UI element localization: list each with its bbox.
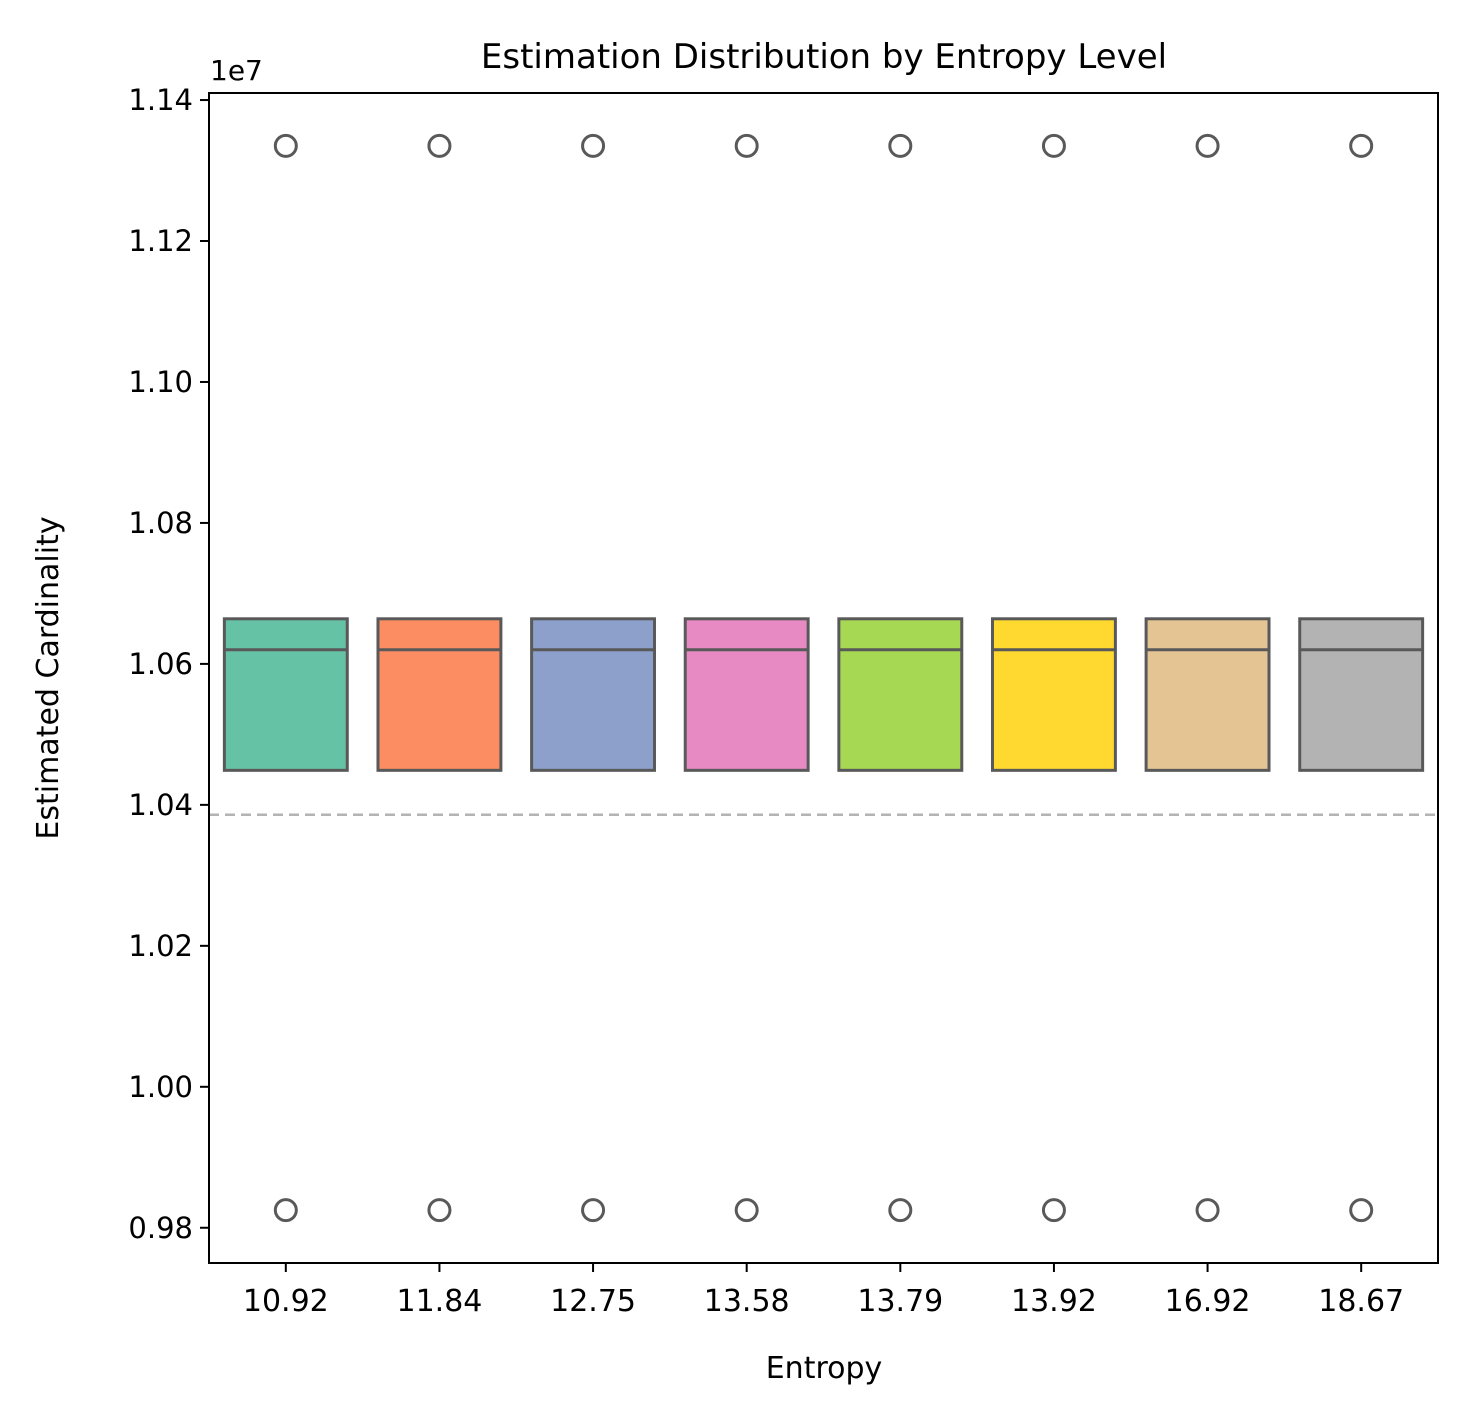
y-axis-label: Estimated Cardinality xyxy=(31,516,66,839)
x-tick-label: 18.67 xyxy=(1318,1284,1404,1319)
outlier-point xyxy=(1195,1198,1220,1223)
x-tick-label: 13.79 xyxy=(857,1284,943,1319)
box-body xyxy=(222,617,349,772)
outlier-point xyxy=(1041,133,1066,158)
box-12.75 xyxy=(530,617,657,772)
outlier-point xyxy=(273,1198,298,1223)
x-tick-label: 11.84 xyxy=(396,1284,482,1319)
box-body xyxy=(530,617,657,772)
chart-title: Estimation Distribution by Entropy Level xyxy=(481,37,1167,77)
outlier-point xyxy=(581,1198,606,1223)
box-body xyxy=(990,617,1117,772)
outlier-point xyxy=(273,133,298,158)
x-tick-label: 13.58 xyxy=(704,1284,790,1319)
outlier-point xyxy=(888,1198,913,1223)
y-axis-scale-label: 1e7 xyxy=(210,54,263,87)
outlier-point xyxy=(1041,1198,1066,1223)
y-tick-label: 1.02 xyxy=(128,929,193,963)
box-11.84 xyxy=(376,617,503,772)
box-body xyxy=(376,617,503,772)
y-axis: 0.98 1.00 1.02 1.04 1.06 1.08 1.10 1.12 1.14 xyxy=(128,83,209,1245)
box-body xyxy=(683,617,810,772)
y-tick-label: 1.04 xyxy=(128,788,193,822)
box-10.92 xyxy=(222,617,349,772)
x-tick-label: 16.92 xyxy=(1165,1284,1251,1319)
y-tick-label: 1.12 xyxy=(128,224,193,258)
y-tick-label: 1.14 xyxy=(128,83,193,117)
box-13.58 xyxy=(683,617,810,772)
plot-area-frame xyxy=(208,92,1439,1264)
box-16.92 xyxy=(1144,617,1271,772)
x-tick-label: 12.75 xyxy=(550,1284,636,1319)
y-tick-label: 1.10 xyxy=(128,365,193,399)
box-13.92 xyxy=(990,617,1117,772)
y-tick-label: 1.08 xyxy=(128,506,193,540)
x-tick-label: 10.92 xyxy=(243,1284,329,1319)
outlier-point xyxy=(1349,1198,1374,1223)
boxes-layer xyxy=(222,617,1425,772)
x-tick-label: 13.92 xyxy=(1011,1284,1097,1319)
box-body xyxy=(1298,617,1425,772)
outlier-point xyxy=(734,1198,759,1223)
outlier-point xyxy=(888,133,913,158)
outliers-layer xyxy=(273,133,1374,1223)
y-tick-label: 0.98 xyxy=(128,1211,193,1245)
box-18.67 xyxy=(1298,617,1425,772)
y-tick-label: 1.06 xyxy=(128,647,193,681)
outlier-point xyxy=(581,133,606,158)
x-axis: 10.92 11.84 12.75 13.58 13.79 13.92 16.92 18.67 xyxy=(243,1263,1404,1319)
outlier-point xyxy=(734,133,759,158)
x-axis-label: Entropy xyxy=(766,1351,883,1386)
outlier-point xyxy=(1195,133,1220,158)
box-body xyxy=(837,617,964,772)
box-body xyxy=(1144,617,1271,772)
y-tick-label: 1.00 xyxy=(128,1070,193,1104)
outlier-point xyxy=(427,133,452,158)
outlier-point xyxy=(427,1198,452,1223)
outlier-point xyxy=(1349,133,1374,158)
box-13.79 xyxy=(837,617,964,772)
